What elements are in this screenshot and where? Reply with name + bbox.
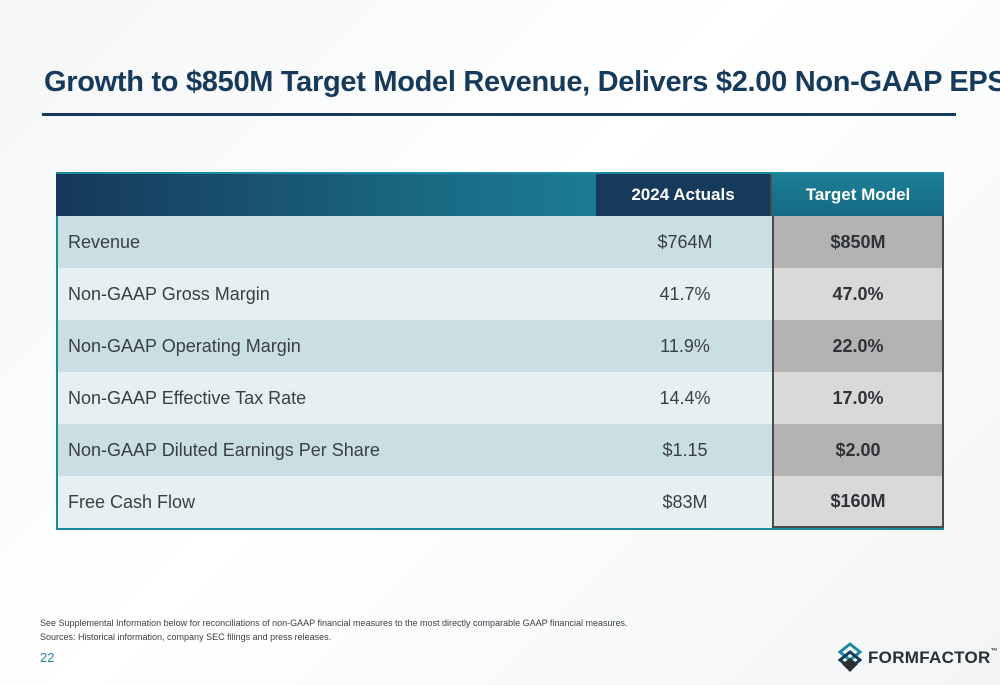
row-target-value: $850M	[772, 216, 944, 268]
logo-wordmark: FORMFACTOR™	[868, 648, 998, 667]
footnotes: See Supplemental Information below for r…	[40, 616, 627, 644]
row-actual-value: 41.7%	[598, 268, 772, 320]
row-target-value: $2.00	[772, 424, 944, 476]
row-label: Non-GAAP Diluted Earnings Per Share	[58, 424, 598, 476]
row-label: Non-GAAP Gross Margin	[58, 268, 598, 320]
formfactor-logo-icon	[837, 642, 863, 672]
header-2024-actuals: 2024 Actuals	[596, 174, 770, 216]
row-target-value: $160M	[772, 476, 944, 528]
page-number: 22	[40, 650, 55, 665]
row-actual-value: 11.9%	[598, 320, 772, 372]
table-row: Non-GAAP Operating Margin 11.9% 22.0%	[58, 320, 944, 372]
slide-title: Growth to $850M Target Model Revenue, De…	[44, 66, 1000, 98]
formfactor-logo: FORMFACTOR™	[836, 642, 998, 674]
row-target-value: 17.0%	[772, 372, 944, 424]
row-actual-value: 14.4%	[598, 372, 772, 424]
table-row: Non-GAAP Effective Tax Rate 14.4% 17.0%	[58, 372, 944, 424]
target-model-table: 2024 Actuals Target Model Revenue $764M …	[56, 172, 944, 530]
row-actual-value: $1.15	[598, 424, 772, 476]
table-row: Free Cash Flow $83M $160M	[58, 476, 944, 528]
table-row: Non-GAAP Diluted Earnings Per Share $1.1…	[58, 424, 944, 476]
table-row: Revenue $764M $850M	[58, 216, 944, 268]
row-target-value: 47.0%	[772, 268, 944, 320]
row-actual-value: $83M	[598, 476, 772, 528]
footnote-reconciliation: See Supplemental Information below for r…	[40, 618, 628, 628]
table-body: Revenue $764M $850M Non-GAAP Gross Margi…	[56, 216, 944, 530]
row-label: Non-GAAP Operating Margin	[58, 320, 598, 372]
table-row: Non-GAAP Gross Margin 41.7% 47.0%	[58, 268, 944, 320]
footnote-sources: Sources: Historical information, company…	[40, 632, 332, 642]
title-divider	[42, 113, 956, 116]
row-label: Revenue	[58, 216, 598, 268]
table-header: 2024 Actuals Target Model	[56, 172, 944, 216]
row-actual-value: $764M	[598, 216, 772, 268]
header-target-model: Target Model	[770, 174, 944, 216]
row-target-value: 22.0%	[772, 320, 944, 372]
row-label: Free Cash Flow	[58, 476, 598, 528]
row-label: Non-GAAP Effective Tax Rate	[58, 372, 598, 424]
header-label-cell	[56, 174, 596, 216]
